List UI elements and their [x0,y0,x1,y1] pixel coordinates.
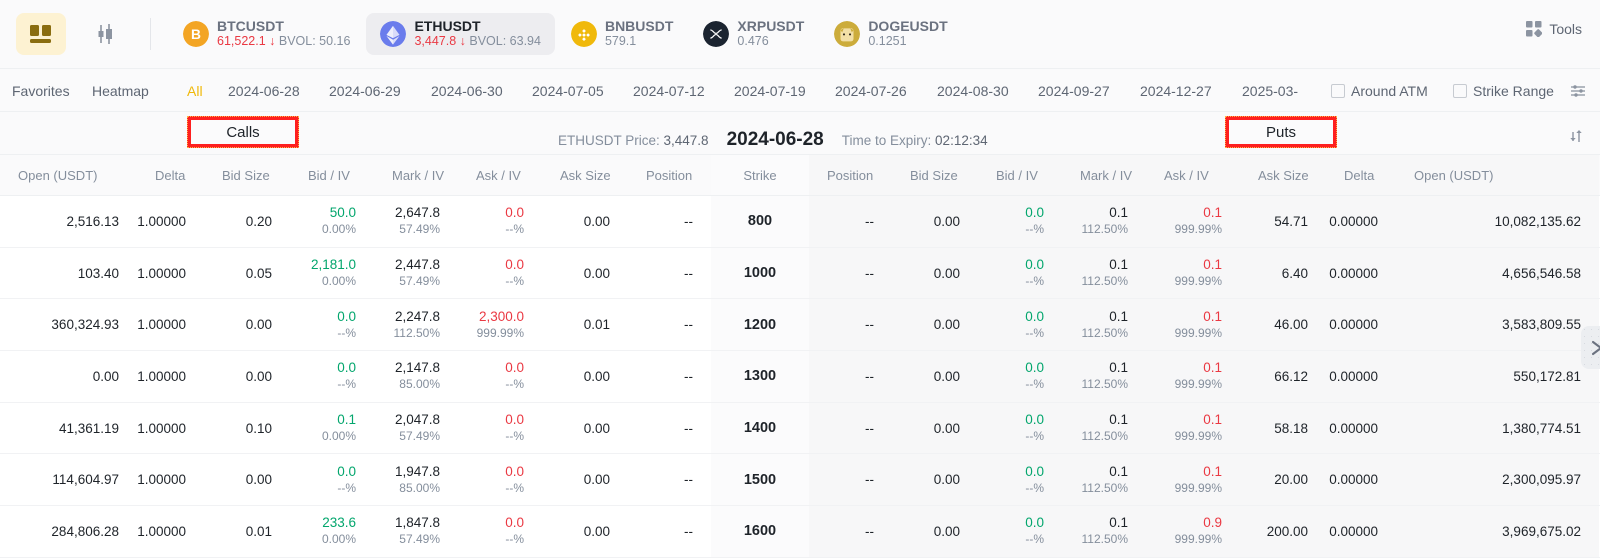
svg-text:B: B [191,26,201,42]
